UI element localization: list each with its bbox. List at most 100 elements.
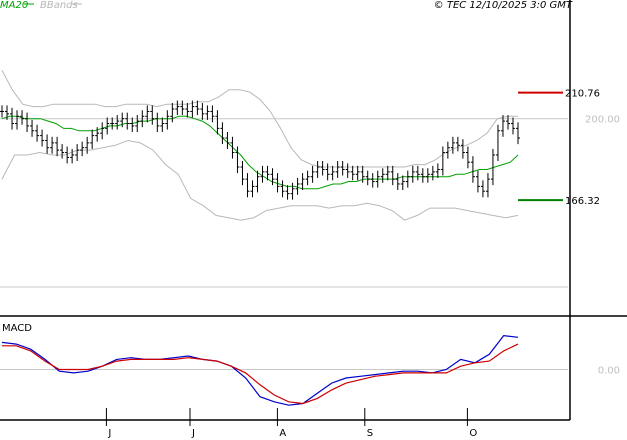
ohlc-bar bbox=[480, 180, 485, 198]
ohlc-bar bbox=[75, 144, 80, 161]
ohlc-bar bbox=[470, 156, 475, 183]
ohlc-bar bbox=[130, 117, 135, 132]
ohlc-bar bbox=[435, 163, 440, 178]
ohlc-bar bbox=[30, 119, 35, 137]
macd-line bbox=[1, 334, 519, 406]
ohlc-bar bbox=[175, 100, 180, 116]
ohlc-bar bbox=[330, 165, 335, 181]
ohlc-bar bbox=[335, 161, 340, 178]
ohlc-bar bbox=[165, 110, 170, 130]
chart-frame bbox=[0, 0, 627, 421]
ohlc-bar bbox=[90, 129, 95, 149]
ohlc-bar bbox=[420, 168, 425, 183]
ohlc-bar bbox=[215, 110, 220, 135]
signal-line bbox=[2, 343, 519, 405]
ohlc-bar bbox=[450, 136, 455, 154]
ohlc-bar bbox=[305, 170, 310, 186]
x-tick-label: O bbox=[469, 428, 477, 439]
ohlc-bar bbox=[225, 131, 230, 149]
ohlc-bar bbox=[65, 146, 70, 164]
ohlc-bar bbox=[0, 105, 4, 118]
ohlc-bar bbox=[490, 148, 495, 186]
ohlc-bar bbox=[415, 165, 420, 181]
ohlc-bar bbox=[100, 122, 105, 140]
ohlc-bar bbox=[290, 182, 295, 200]
legend-ma20: MA20 bbox=[0, 0, 28, 11]
support-label: 166.32 bbox=[565, 196, 600, 207]
x-tick-label: J bbox=[107, 428, 111, 439]
ohlc-bar bbox=[285, 185, 290, 200]
ohlc-bar bbox=[365, 170, 370, 186]
ohlc-bar bbox=[85, 136, 90, 154]
ohlc-bar bbox=[405, 170, 410, 188]
ohlc-bar bbox=[115, 115, 120, 130]
price-panel: 200.00 210.76 166.32 bbox=[0, 70, 620, 288]
ohlc-bar bbox=[300, 173, 305, 191]
price-tick-label: 200.00 bbox=[585, 115, 620, 126]
ohlc-bar bbox=[510, 117, 515, 135]
ohlc-bar bbox=[200, 102, 205, 120]
ohlc-bar bbox=[280, 180, 285, 198]
resistance-label: 210.76 bbox=[565, 89, 600, 100]
ohlc-bar bbox=[375, 170, 380, 188]
ohlc-bar bbox=[60, 144, 65, 159]
ohlc-bar bbox=[275, 173, 280, 193]
x-tick-label: S bbox=[367, 428, 373, 439]
macd-tick-label: 0.00 bbox=[598, 366, 620, 377]
ohlc-bar bbox=[150, 105, 155, 125]
ohlc-bar bbox=[325, 163, 330, 181]
ohlc-bar bbox=[410, 165, 415, 183]
ohlc-bar bbox=[40, 129, 45, 147]
ohlc-bar bbox=[70, 148, 75, 164]
ohlc-bar bbox=[505, 115, 510, 130]
ohlc-bar bbox=[135, 115, 140, 132]
ohlc-bar bbox=[425, 168, 430, 183]
ohlc-bar bbox=[270, 168, 275, 186]
ohlc-bar bbox=[195, 100, 200, 116]
ohlc-bar bbox=[516, 122, 520, 145]
ohlc-bar bbox=[80, 141, 85, 157]
ohlc-bar bbox=[500, 115, 505, 137]
ohlc-bar bbox=[210, 105, 215, 123]
legend-bbands: BBands bbox=[40, 0, 78, 11]
ohlc-bar bbox=[140, 110, 145, 128]
ohlc-bar bbox=[105, 117, 110, 135]
ohlc-bar bbox=[400, 175, 405, 191]
ohlc-bar bbox=[45, 134, 50, 154]
ohlc-bar bbox=[460, 139, 465, 159]
ohlc-bar bbox=[430, 165, 435, 181]
ohlc-bar bbox=[440, 146, 445, 176]
ohlc-bar bbox=[355, 165, 360, 181]
ohlc-bar bbox=[235, 146, 240, 174]
ohlc-bar bbox=[25, 112, 30, 132]
macd-title: MACD bbox=[2, 323, 32, 334]
ohlc-bar bbox=[260, 165, 265, 183]
legend: MA20 BBands bbox=[0, 0, 82, 11]
ohlc-bar bbox=[360, 165, 365, 183]
ohlc-bar bbox=[465, 146, 470, 169]
ohlc-bar bbox=[35, 124, 40, 142]
ohlc-bar bbox=[395, 173, 400, 191]
ohlc-bar bbox=[250, 180, 255, 198]
ohlc-bar bbox=[310, 165, 315, 183]
ohlc-bar bbox=[20, 110, 25, 125]
x-tick-label: A bbox=[279, 428, 286, 439]
ohlc-bar bbox=[180, 100, 185, 116]
ohlc-bar bbox=[485, 173, 490, 198]
ohlc-bar bbox=[380, 168, 385, 183]
ohlc-bar bbox=[160, 117, 165, 132]
ohlc-bar bbox=[170, 102, 175, 123]
ohlc-bar bbox=[15, 110, 20, 130]
ohlc-bar bbox=[265, 165, 270, 181]
bollinger-lower-line bbox=[1, 139, 519, 221]
ohlc-bar bbox=[455, 136, 460, 152]
ohlc-bar bbox=[370, 173, 375, 188]
macd-panel: MACD 0.00 bbox=[0, 323, 620, 406]
ohlc-bar bbox=[475, 170, 480, 193]
ohlc-bar bbox=[50, 136, 55, 154]
ohlc-bar bbox=[5, 105, 10, 120]
ohlc-bar bbox=[345, 163, 350, 178]
ohlc-bar bbox=[315, 161, 320, 178]
ohlc-bar bbox=[120, 112, 125, 128]
